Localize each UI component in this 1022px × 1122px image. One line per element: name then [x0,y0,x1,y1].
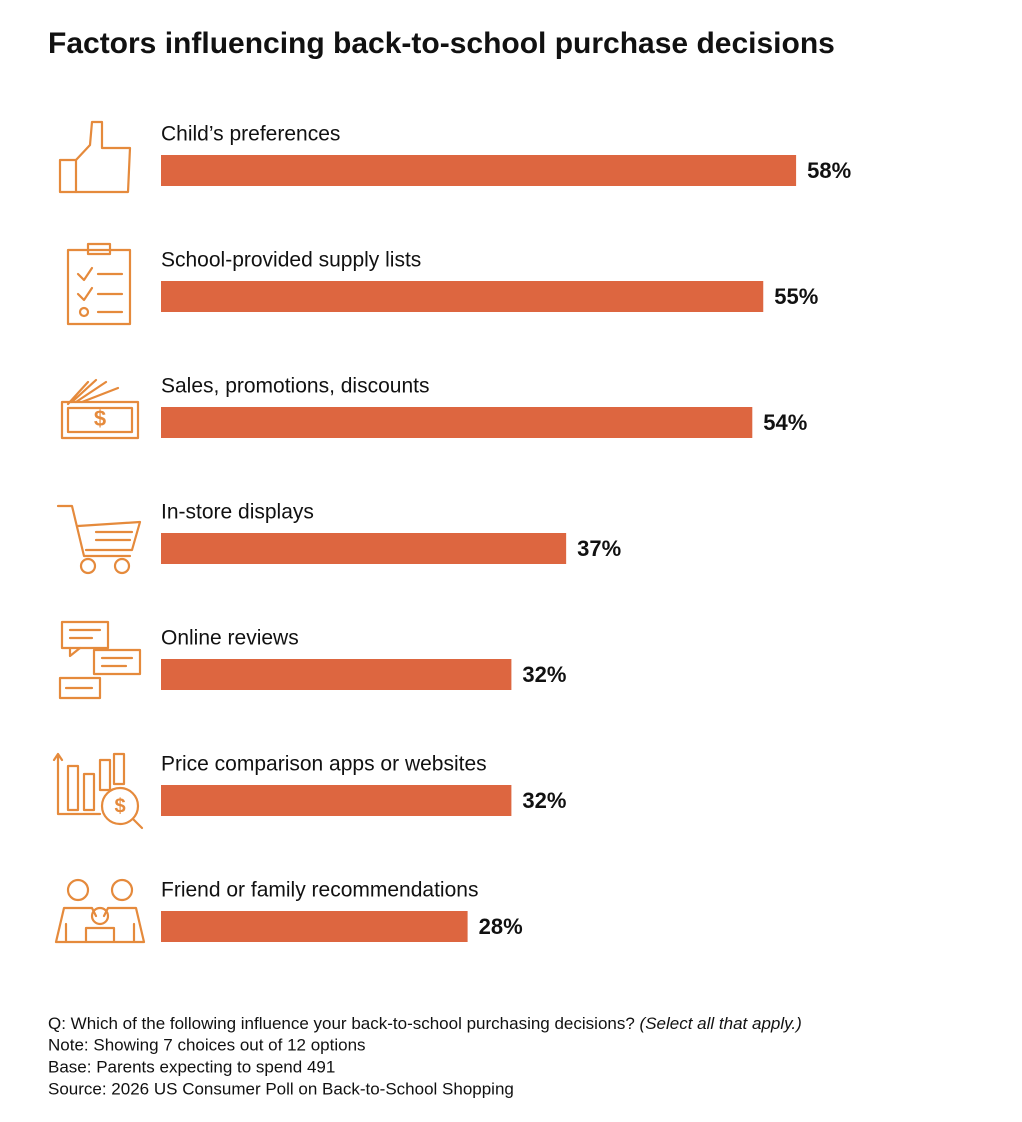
value-label: 32% [522,662,566,687]
question-line: Q: Which of the following influence your… [48,1014,802,1033]
category-label: Child’s preferences [161,123,340,146]
svg-text:$: $ [114,795,125,817]
value-label: 55% [774,284,818,309]
value-label: 54% [763,410,807,435]
bar [161,281,764,312]
category-label: In-store displays [161,501,314,524]
value-label: 37% [577,536,621,561]
value-label: 28% [479,914,523,939]
icons: $ $ [52,120,146,944]
note-line: Base: Parents expecting to spend 491 [48,1057,335,1076]
svg-text:$: $ [94,406,106,431]
note-line: Source: 2026 US Consumer Poll on Back-to… [48,1079,514,1098]
category-label: Online reviews [161,627,299,650]
question-hint: (Select all that apply.) [640,1014,802,1033]
chart-title: Factors influencing back-to-school purch… [48,27,835,60]
bar [161,155,797,186]
bar [161,533,567,564]
bar [161,785,512,816]
question: Q: Which of the following influence your… [48,1014,635,1033]
category-label: Price comparison apps or websites [161,753,487,776]
note-line: Note: Showing 7 choices out of 12 option… [48,1035,366,1054]
bar [161,407,753,438]
bar [161,911,468,942]
value-label: 32% [522,788,566,813]
value-label: 58% [807,158,851,183]
category-label: Sales, promotions, discounts [161,375,429,398]
bar [161,659,512,690]
category-label: Friend or family recommendations [161,879,478,902]
category-label: School-provided supply lists [161,249,421,272]
